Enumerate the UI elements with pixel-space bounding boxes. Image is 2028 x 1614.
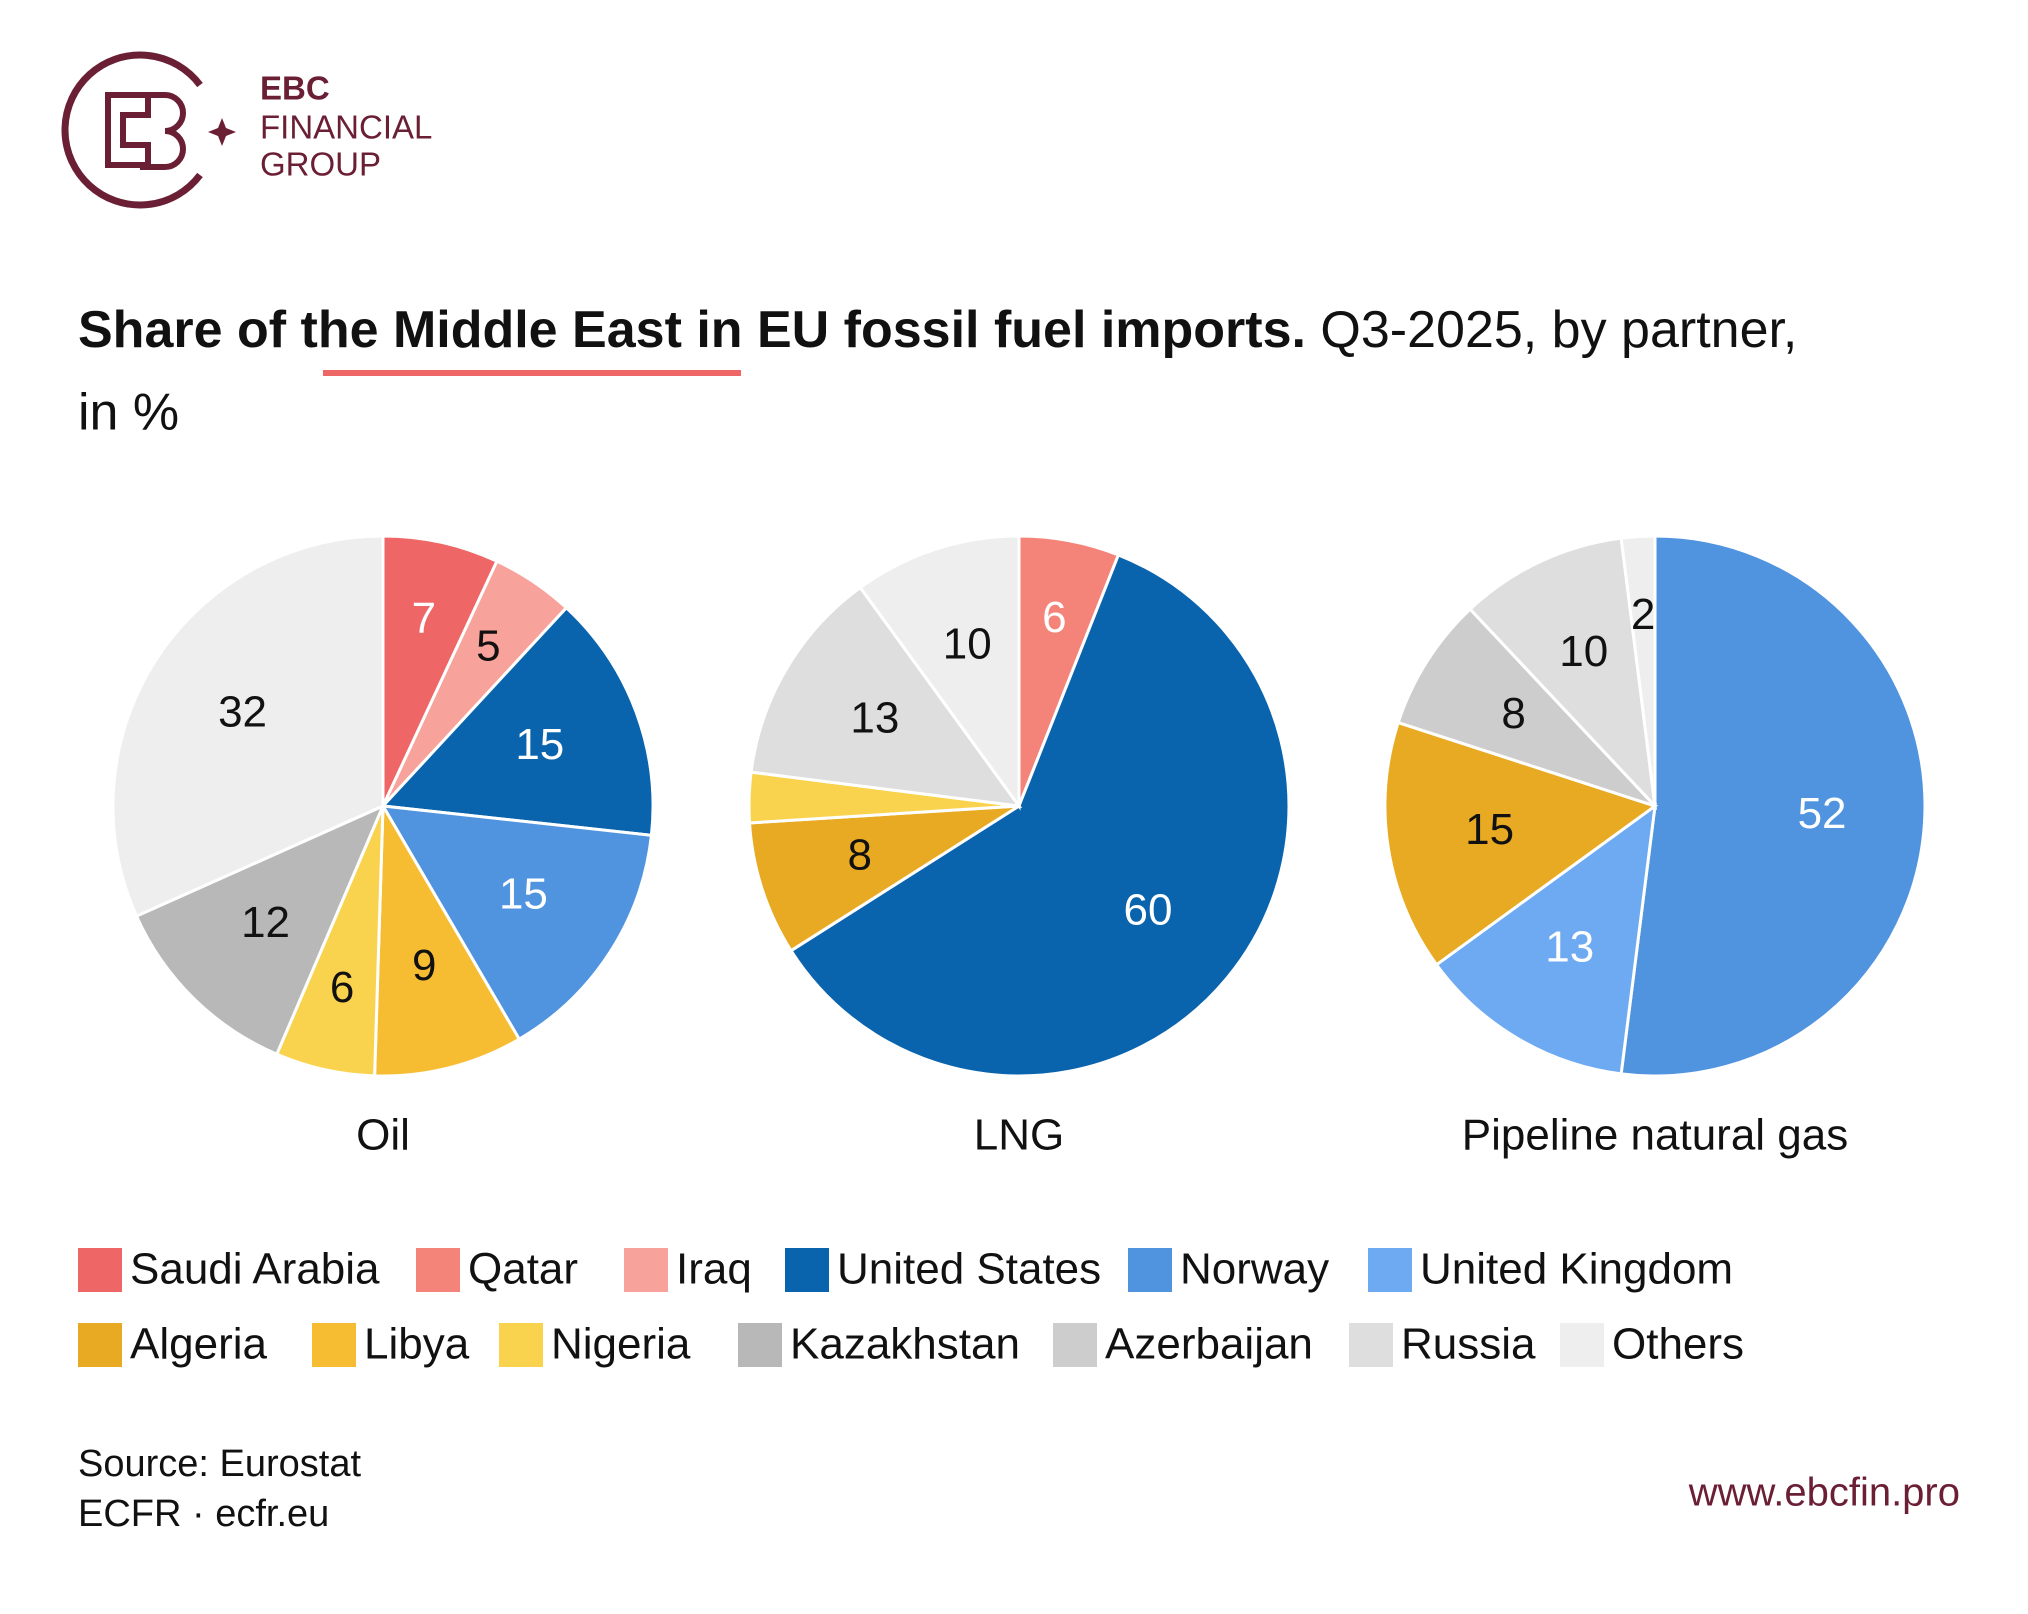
pie-slice: [749, 585, 1023, 808]
pie-slice: [747, 804, 1020, 953]
slice-label: 8: [848, 830, 872, 879]
legend-swatch: [785, 1248, 829, 1292]
pie-slice: [1396, 607, 1657, 808]
slice-label: 6: [330, 963, 354, 1012]
slice-label: 5: [476, 622, 500, 671]
legend-swatch: [1560, 1323, 1604, 1367]
slice-label: 15: [515, 720, 564, 769]
legend-label: Iraq: [676, 1245, 752, 1294]
legend-label: Azerbaijan: [1105, 1320, 1313, 1369]
legend-label: Algeria: [130, 1320, 267, 1369]
slice-label: 12: [241, 898, 290, 947]
logo-text: GROUP: [260, 146, 381, 183]
pie-slice: [1383, 720, 1659, 967]
legend-swatch: [738, 1323, 782, 1367]
slice-label: 10: [1559, 627, 1608, 676]
pie-title: Pipeline natural gas: [1462, 1111, 1848, 1160]
legend-swatch: [1349, 1323, 1393, 1367]
slice-label: 15: [499, 870, 548, 919]
credit: ECFR · ecfr.eu: [78, 1493, 329, 1535]
legend-swatch: [416, 1248, 460, 1292]
pie-slice: [134, 803, 386, 1057]
legend-label: Others: [1612, 1320, 1744, 1369]
slice-label: 15: [1465, 805, 1514, 854]
slice-label: 13: [850, 693, 899, 742]
pie-slice: [381, 534, 499, 807]
logo-text: EBC: [260, 70, 330, 107]
slice-label: 52: [1798, 789, 1847, 838]
pie-slice: [380, 804, 654, 1042]
legend-label: Kazakhstan: [790, 1320, 1020, 1369]
legend-swatch: [1128, 1248, 1172, 1292]
pie-slice: [1619, 534, 1657, 807]
title-bold: Share of the Middle East in EU fossil fu…: [78, 301, 1306, 359]
legend-label: United States: [837, 1245, 1101, 1294]
pie-title: Oil: [356, 1111, 410, 1160]
legend-swatch: [312, 1323, 356, 1367]
slice-label: 9: [412, 941, 436, 990]
title-line2: in %: [78, 384, 179, 442]
slice-label: 60: [1124, 885, 1173, 934]
slice-label: 10: [943, 619, 992, 668]
legend-label: Norway: [1180, 1245, 1329, 1294]
slice-label: 6: [1042, 593, 1066, 642]
logo: EBC FINANCIAL GROUP: [61, 51, 432, 209]
legend-swatch: [78, 1248, 122, 1292]
logo-mark: [105, 92, 186, 170]
logo-ring: [61, 51, 203, 209]
legend-label: Libya: [364, 1320, 470, 1369]
legend-label: Qatar: [468, 1245, 578, 1294]
legend-label: Russia: [1401, 1320, 1536, 1369]
legend-label: United Kingdom: [1420, 1245, 1733, 1294]
pie-slice: [1619, 534, 1927, 1078]
source: Source: Eurostat: [78, 1443, 361, 1485]
slice-label: 2: [1631, 590, 1655, 639]
pie-slice: [788, 553, 1291, 1078]
pie-slice: [379, 605, 655, 837]
title: Share of the Middle East in EU fossil fu…: [78, 301, 1797, 359]
legend-swatch: [78, 1323, 122, 1367]
title-rest: Q3-2025, by partner,: [1306, 301, 1797, 359]
slice-label: 32: [218, 688, 267, 737]
pie-slice: [1434, 802, 1657, 1076]
logo-star: [208, 118, 236, 146]
pie-slice: [1468, 536, 1658, 811]
legend-swatch: [499, 1323, 543, 1367]
slice-label: 13: [1545, 923, 1594, 972]
legend-swatch: [1053, 1323, 1097, 1367]
pie-slice: [111, 534, 385, 919]
legend-label: Saudi Arabia: [130, 1245, 380, 1294]
legend-label: Nigeria: [551, 1320, 691, 1369]
legend-swatch: [1368, 1248, 1412, 1292]
pie-slice: [858, 534, 1021, 811]
logo-text: FINANCIAL: [260, 109, 432, 146]
pie-slice: [373, 800, 522, 1078]
legend-swatch: [624, 1248, 668, 1292]
slice-label: 7: [412, 594, 436, 643]
url: www.ebcfin.pro: [1688, 1471, 1960, 1515]
pie-title: LNG: [974, 1111, 1064, 1160]
slice-label: 8: [1501, 689, 1525, 738]
